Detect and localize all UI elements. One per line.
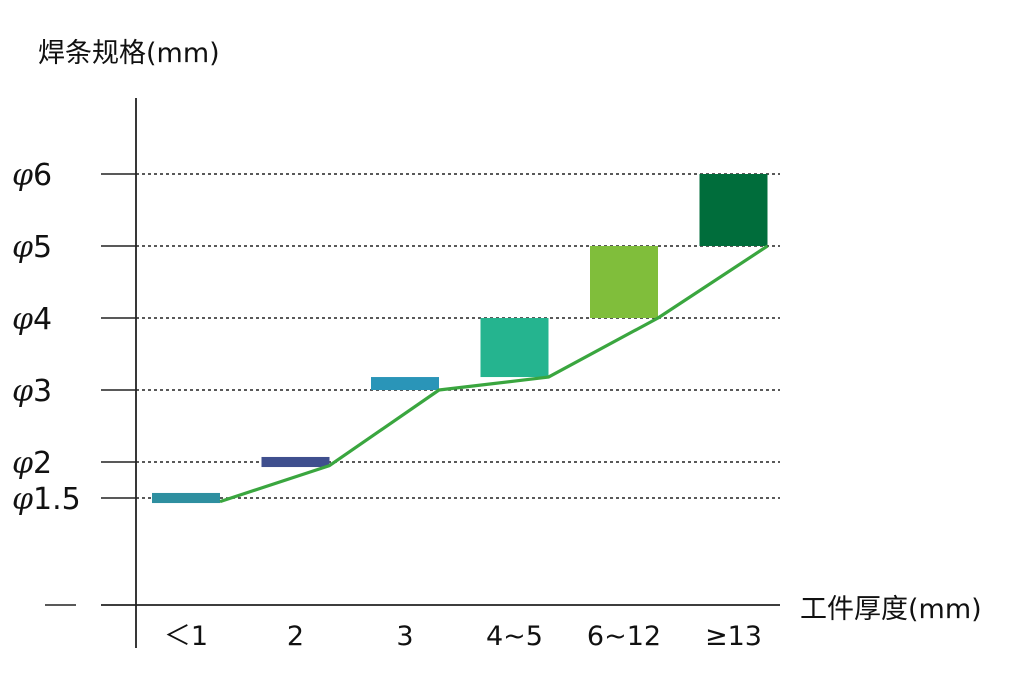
gridlines: [136, 173, 780, 499]
axes: [45, 98, 780, 648]
y-tick-labels: φ1.5φ2 φ3 φ4 φ5 φ6: [12, 158, 81, 517]
x-tick-label-3: 4~5: [486, 621, 543, 652]
y-tick-label-5: φ6: [12, 158, 52, 193]
range-bars: [152, 174, 768, 504]
range-bar-3: [480, 318, 549, 378]
x-tick-label-1: 2: [287, 621, 304, 652]
range-bar-0: [152, 492, 220, 504]
x-axis-label: 工件厚度(mm): [800, 594, 982, 625]
range-bar-1: [261, 456, 330, 468]
x-tick-labels: ＜1 2 3 4~5 6~12 ≥13: [164, 621, 762, 652]
x-tick-label-0: ＜1: [164, 621, 208, 652]
x-tick-label-4: 6~12: [587, 621, 661, 652]
y-axis-label: 焊条规格(mm): [38, 38, 220, 69]
trend-line: [219, 244, 769, 504]
y-tick-label-3: φ4: [12, 302, 52, 337]
y-tick-label-1: φ2: [12, 446, 52, 481]
x-tick-label-5: ≥13: [705, 621, 762, 652]
x-tick-label-2: 3: [396, 621, 413, 652]
range-bar-5: [699, 174, 768, 246]
trend-line-group: [219, 244, 769, 504]
range-bar-2: [371, 377, 439, 390]
y-tick-label-4: φ5: [12, 230, 52, 265]
range-bar-4: [590, 246, 658, 318]
y-tick-label-0: φ1.5: [12, 482, 81, 517]
y-tick-label-2: φ3: [12, 374, 52, 409]
